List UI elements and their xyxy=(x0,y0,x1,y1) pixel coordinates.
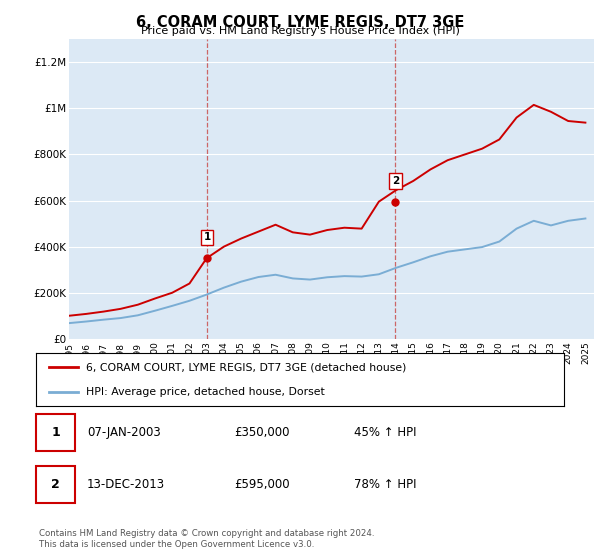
Text: 78% ↑ HPI: 78% ↑ HPI xyxy=(354,478,416,491)
Text: 13-DEC-2013: 13-DEC-2013 xyxy=(87,478,165,491)
Text: 6, CORAM COURT, LYME REGIS, DT7 3GE (detached house): 6, CORAM COURT, LYME REGIS, DT7 3GE (det… xyxy=(86,362,407,372)
Text: HPI: Average price, detached house, Dorset: HPI: Average price, detached house, Dors… xyxy=(86,386,325,396)
Text: £350,000: £350,000 xyxy=(234,426,290,439)
Text: 2: 2 xyxy=(51,478,60,491)
Text: 1: 1 xyxy=(203,232,211,242)
Text: £595,000: £595,000 xyxy=(234,478,290,491)
Text: 1: 1 xyxy=(51,426,60,439)
Text: 45% ↑ HPI: 45% ↑ HPI xyxy=(354,426,416,439)
Text: Price paid vs. HM Land Registry's House Price Index (HPI): Price paid vs. HM Land Registry's House … xyxy=(140,26,460,36)
Text: 2: 2 xyxy=(392,176,399,186)
Text: 07-JAN-2003: 07-JAN-2003 xyxy=(87,426,161,439)
Text: 6, CORAM COURT, LYME REGIS, DT7 3GE: 6, CORAM COURT, LYME REGIS, DT7 3GE xyxy=(136,15,464,30)
Text: Contains HM Land Registry data © Crown copyright and database right 2024.
This d: Contains HM Land Registry data © Crown c… xyxy=(39,529,374,549)
